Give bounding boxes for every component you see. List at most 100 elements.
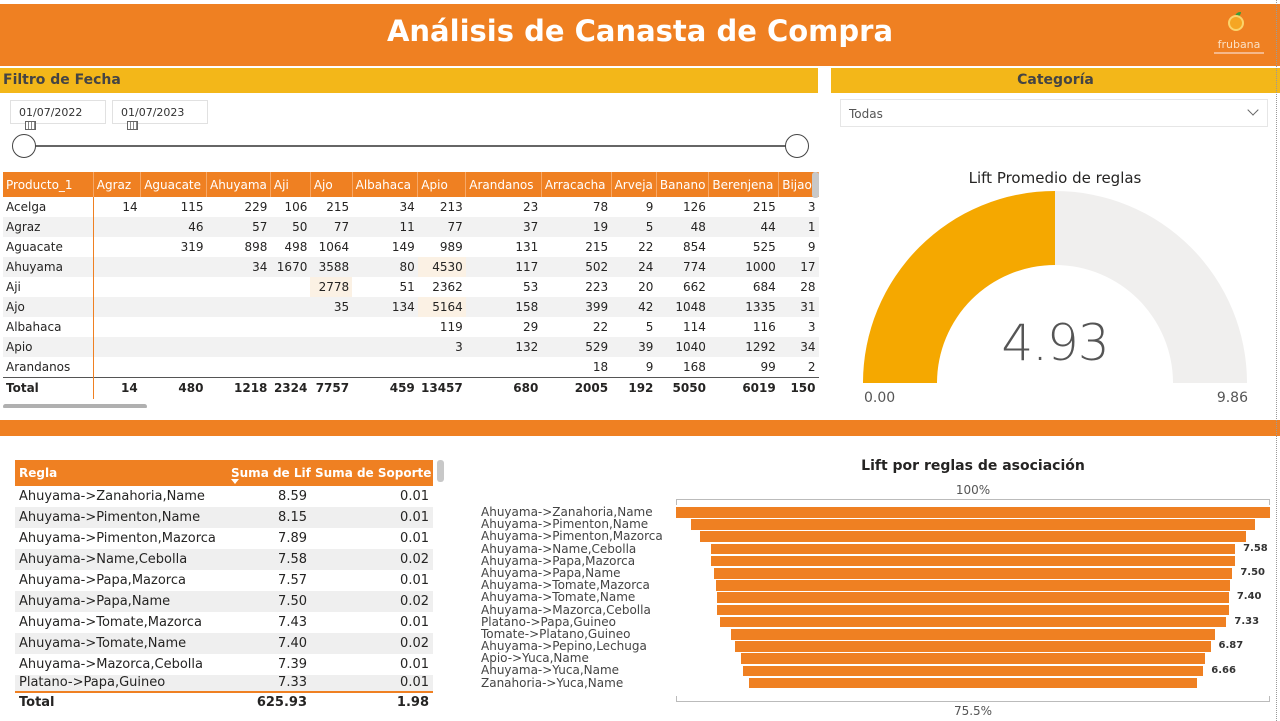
funnel-bar[interactable] <box>716 580 1230 591</box>
funnel-top-percentage: 100% <box>955 483 991 497</box>
funnel-bar[interactable] <box>717 592 1229 603</box>
matrix-row-label: Albahaca <box>3 317 94 337</box>
header-bar: Análisis de Canasta de Compra frubana <box>0 4 1280 66</box>
slider-end-handle[interactable] <box>785 134 809 158</box>
funnel-label: Apio->Yuca,Name <box>481 651 589 666</box>
funnel-bar[interactable] <box>748 677 1198 689</box>
funnel-bar[interactable] <box>711 555 1235 567</box>
matrix-horizontal-scrollbar[interactable] <box>3 404 147 408</box>
calendar-icon[interactable] <box>127 121 138 130</box>
funnel-bar[interactable] <box>700 531 1246 542</box>
matrix-column-header[interactable]: Ahuyama <box>206 172 271 197</box>
funnel-label: Ahuyama->Pimenton,Mazorca <box>481 529 663 544</box>
support-column-header[interactable]: Suma de Soporte <box>311 460 433 486</box>
rule-column-header[interactable]: Regla <box>15 460 227 486</box>
rules-row[interactable]: Ahuyama->Name,Cebolla 7.58 0.02 <box>15 549 433 570</box>
matrix-vertical-scrollbar[interactable] <box>812 172 819 198</box>
matrix-cell: 213 <box>439 200 463 214</box>
end-date-input[interactable]: 01/07/2023 <box>112 100 208 130</box>
matrix-column-header[interactable]: Albahaca <box>352 172 419 197</box>
date-range-slider[interactable] <box>22 145 798 147</box>
matrix-cell: 502 <box>541 257 612 277</box>
matrix-cell <box>93 297 141 317</box>
matrix-total-cell: 192 <box>611 376 657 399</box>
rules-row[interactable]: Ahuyama->Papa,Mazorca 7.57 0.01 <box>15 570 433 591</box>
funnel-bar[interactable] <box>710 543 1236 555</box>
matrix-column-header[interactable]: Aji <box>270 172 311 197</box>
funnel-bar[interactable] <box>713 568 1233 579</box>
matrix-row: Ajo 35 134 5164 158 399 42 1048 1335 31 <box>3 297 819 317</box>
matrix-cell: 34 <box>206 257 271 277</box>
funnel-bar[interactable] <box>719 616 1227 628</box>
matrix-row-label: Agraz <box>3 217 94 237</box>
matrix-column-header[interactable]: Apio <box>417 172 467 197</box>
rule-cell: Platano->Papa,Guineo <box>15 675 227 692</box>
matrix-cell: 17 <box>778 257 819 277</box>
matrix-column-header[interactable]: Ajo <box>310 172 353 197</box>
funnel-data-label: 7.58 <box>1243 542 1268 554</box>
slider-start-handle[interactable] <box>12 134 36 158</box>
matrix-row-label: Apio <box>3 337 94 357</box>
rule-cell: Ahuyama->Tomate,Mazorca <box>19 615 202 630</box>
matrix-column-header[interactable]: Aguacate <box>140 172 207 197</box>
matrix-column-header[interactable]: Arandanos <box>465 172 542 197</box>
matrix-cell <box>310 357 352 377</box>
matrix-column-header[interactable]: Arveja <box>611 172 657 197</box>
funnel-label: Platano->Papa,Guineo <box>481 614 616 629</box>
funnel-bar[interactable] <box>730 629 1216 640</box>
matrix-cell: 132 <box>465 337 542 357</box>
rules-row[interactable]: Ahuyama->Zanahoria,Name 8.59 0.01 <box>15 486 433 507</box>
lift-column-header[interactable]: Suma de Lift <box>227 460 317 486</box>
rules-row[interactable]: Ahuyama->Tomate,Name 7.40 0.02 <box>15 633 433 654</box>
funnel-bar[interactable] <box>691 519 1255 530</box>
matrix-column-header[interactable]: Banano <box>656 172 710 197</box>
funnel-bottom-bracket <box>676 696 1270 702</box>
funnel-bar[interactable] <box>741 653 1205 664</box>
matrix-total-cell: 7757 <box>310 376 353 399</box>
matrix-cell: 48 <box>656 217 709 237</box>
funnel-bar[interactable] <box>742 665 1204 677</box>
funnel-bar[interactable] <box>735 641 1211 652</box>
matrix-column-header[interactable]: Agraz <box>93 172 142 197</box>
funnel-label: Ahuyama->Mazorca,Cebolla <box>481 602 651 617</box>
matrix-row-label: Acelga <box>3 197 94 217</box>
matrix-cell: 34 <box>778 337 819 357</box>
rules-vertical-scrollbar[interactable] <box>437 460 444 482</box>
funnel-bar[interactable] <box>717 604 1229 616</box>
chevron-down-icon[interactable] <box>1247 104 1259 116</box>
rules-row[interactable]: Ahuyama->Pimenton,Name 8.15 0.01 <box>15 507 433 528</box>
start-date-input[interactable]: 01/07/2022 <box>10 100 106 130</box>
matrix-column-header[interactable]: Arracacha <box>541 172 612 197</box>
rules-row[interactable]: Ahuyama->Mazorca,Cebolla 7.39 0.01 <box>15 654 433 675</box>
rules-row[interactable]: Ahuyama->Papa,Name 7.50 0.02 <box>15 591 433 612</box>
calendar-icon[interactable] <box>25 121 36 130</box>
matrix-cell: 1064 <box>318 240 350 254</box>
matrix-column-header[interactable]: Berenjena <box>708 172 780 197</box>
rules-row[interactable]: Ahuyama->Tomate,Mazorca 7.43 0.01 <box>15 612 433 633</box>
matrix-cell: 115 <box>180 200 204 214</box>
matrix-cell <box>270 357 310 377</box>
matrix-cell <box>141 277 207 297</box>
matrix-cell <box>466 357 542 377</box>
matrix-cell: 37 <box>465 217 542 237</box>
funnel-bar[interactable] <box>676 507 1270 518</box>
lift-cell: 8.15 <box>227 507 311 528</box>
matrix-cell: 898 <box>244 240 268 254</box>
matrix-cell: 77 <box>310 217 353 237</box>
lift-cell: 8.59 <box>278 489 307 504</box>
matrix-cell: 215 <box>752 200 776 214</box>
matrix-row-header[interactable]: Producto_1 <box>3 172 94 197</box>
matrix-row-label: Ahuyama <box>3 257 94 277</box>
matrix-header-row: Producto_1 Agraz Aguacate Ahuyama Aji Ajo Alb… <box>3 172 819 197</box>
support-cell: 0.02 <box>311 591 433 612</box>
page-title: Análisis de Canasta de Compra <box>386 14 894 48</box>
rules-row[interactable]: Ahuyama->Pimenton,Mazorca 7.89 0.01 <box>15 528 433 549</box>
category-select[interactable]: Todas <box>840 99 1268 127</box>
lift-cell: 7.39 <box>278 657 307 672</box>
rule-cell: Ahuyama->Mazorca,Cebolla <box>19 657 203 672</box>
matrix-cell <box>93 277 140 297</box>
rules-row[interactable]: Platano->Papa,Guineo 7.33 0.01 <box>15 675 433 692</box>
rule-cell: Ahuyama->Name,Cebolla <box>15 549 227 570</box>
matrix-cell: 134 <box>352 297 418 317</box>
matrix-cell: 34 <box>399 200 415 214</box>
